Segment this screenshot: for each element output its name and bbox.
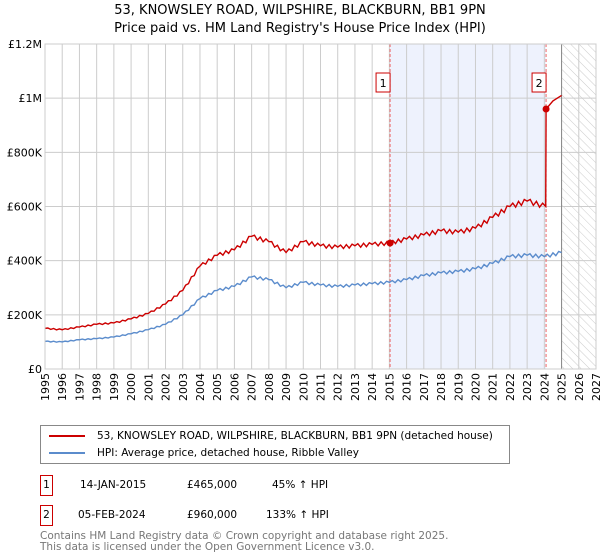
x-tick-label: 2011 [315, 373, 328, 401]
x-tick-label: 2006 [228, 373, 241, 401]
x-tick-label: 2026 [573, 373, 586, 401]
x-tick-label: 2016 [401, 373, 414, 401]
x-tick-label: 2019 [452, 373, 465, 401]
legend: 53, KNOWSLEY ROAD, WILPSHIRE, BLACKBURN,… [40, 425, 510, 464]
legend-label: HPI: Average price, detached house, Ribb… [97, 447, 359, 459]
sale-marker-badge: 1 [40, 475, 53, 496]
sale-point [542, 105, 550, 113]
legend-item-property: 53, KNOWSLEY ROAD, WILPSHIRE, BLACKBURN,… [49, 430, 493, 442]
x-tick-label: 2005 [211, 373, 224, 401]
y-tick-label: £1.2M [8, 38, 42, 51]
x-tick-label: 1995 [39, 373, 52, 401]
x-tick-label: 2003 [177, 373, 190, 401]
x-tick-label: 2009 [280, 373, 293, 401]
plot-frame [44, 43, 597, 370]
sale-hpi: 133% ↑ HPI [266, 509, 329, 521]
footer: Contains HM Land Registry data © Crown c… [40, 531, 448, 553]
sale-hpi: 45% ↑ HPI [272, 479, 329, 491]
sale-label: 1 [380, 77, 387, 90]
x-tick-label: 1999 [108, 373, 121, 401]
x-tick-label: 1998 [91, 373, 104, 401]
table-row: 2 05-FEB-2024 £960,000 133% ↑ HPI [40, 505, 440, 527]
x-tick-label: 2015 [383, 373, 396, 401]
sale-price: £960,000 [187, 509, 238, 521]
sale-marker-badge: 2 [40, 505, 53, 526]
x-tick-label: 2023 [521, 373, 534, 401]
y-tick-label: £600K [7, 201, 43, 214]
x-tick-label: 2012 [332, 373, 345, 401]
table-row: 1 14-JAN-2015 £465,000 45% ↑ HPI [40, 475, 440, 497]
series-line [44, 250, 562, 343]
x-tick-label: 2024 [538, 373, 551, 401]
sale-date: 05-FEB-2024 [78, 509, 146, 521]
title-line-2: Price paid vs. HM Land Registry's House … [114, 21, 486, 36]
series-line [44, 94, 562, 331]
x-tick-label: 2000 [125, 373, 138, 401]
legend-line-red [49, 435, 85, 437]
x-tick-label: 2025 [556, 373, 569, 401]
x-tick-label: 2021 [487, 373, 500, 401]
x-tick-label: 1997 [73, 373, 86, 401]
legend-label: 53, KNOWSLEY ROAD, WILPSHIRE, BLACKBURN,… [97, 430, 493, 442]
x-tick-label: 2017 [418, 373, 431, 401]
legend-item-hpi: HPI: Average price, detached house, Ribb… [49, 447, 359, 459]
legend-line-blue [49, 452, 85, 454]
sale-label-box [531, 72, 547, 93]
sale-price: £465,000 [187, 479, 238, 491]
x-tick-label: 2013 [349, 373, 362, 401]
x-tick-label: 2010 [297, 373, 310, 401]
y-tick-label: £0 [28, 363, 42, 376]
x-tick-label: 2002 [160, 373, 173, 401]
x-tick-label: 2001 [142, 373, 155, 401]
price-chart: 1995 1996 1997 1998 1999 2000 2001 2002 2003 2004… [7, 38, 600, 401]
sale-label-box [375, 72, 391, 93]
chart-title: 53, KNOWSLEY ROAD, WILPSHIRE, BLACKBURN,… [0, 2, 600, 38]
x-tick-label: 2004 [194, 373, 207, 401]
sale-label: 2 [536, 77, 543, 90]
y-tick-label: £400K [7, 255, 43, 268]
y-tick-label: £200K [7, 309, 43, 322]
x-tick-label: 2027 [590, 373, 600, 401]
sale-point [386, 239, 394, 247]
x-tick-label: 2008 [263, 373, 276, 401]
y-tick-label: £800K [7, 146, 43, 159]
y-tick-label: £1M [19, 92, 43, 105]
sale-date: 14-JAN-2015 [80, 479, 147, 491]
x-tick-label: 2018 [435, 373, 448, 401]
footer-line: This data is licensed under the Open Gov… [40, 541, 375, 553]
x-tick-label: 2022 [504, 373, 517, 401]
x-tick-label: 2020 [469, 373, 482, 401]
footer-line: Contains HM Land Registry data © Crown c… [40, 530, 449, 542]
x-tick-label: 2014 [366, 373, 379, 401]
title-line-1: 53, KNOWSLEY ROAD, WILPSHIRE, BLACKBURN,… [114, 3, 486, 18]
x-tick-label: 2007 [246, 373, 259, 401]
x-tick-label: 1996 [56, 373, 69, 401]
